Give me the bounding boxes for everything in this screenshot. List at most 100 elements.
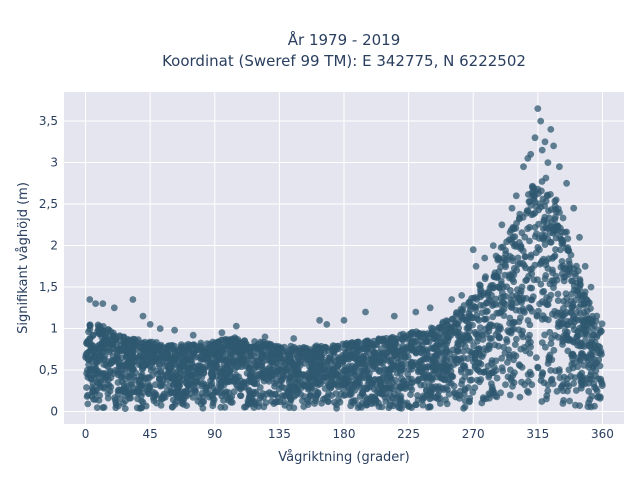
data-point xyxy=(141,338,149,346)
data-point xyxy=(333,401,340,409)
data-point xyxy=(547,340,555,347)
data-point xyxy=(279,362,287,370)
data-point xyxy=(157,367,165,375)
data-point xyxy=(408,378,416,386)
data-point xyxy=(523,207,531,214)
data-point xyxy=(594,393,601,401)
data-point xyxy=(256,384,264,391)
data-point xyxy=(247,374,254,382)
data-point xyxy=(143,353,151,361)
data-point xyxy=(526,237,533,245)
data-point xyxy=(541,138,549,146)
data-point xyxy=(342,351,350,359)
data-point xyxy=(486,394,493,402)
data-point xyxy=(84,391,92,399)
data-point xyxy=(356,402,364,410)
data-point xyxy=(379,374,387,381)
data-point xyxy=(521,253,529,261)
data-point xyxy=(100,385,108,392)
data-point xyxy=(290,361,298,369)
data-point xyxy=(377,388,385,395)
data-point xyxy=(578,382,585,389)
data-point xyxy=(200,380,208,388)
data-point xyxy=(534,105,542,112)
data-point xyxy=(465,315,473,323)
data-point xyxy=(328,382,335,389)
data-point xyxy=(163,349,171,357)
data-point xyxy=(381,337,389,345)
data-point xyxy=(519,259,527,267)
data-point xyxy=(184,343,191,351)
data-point xyxy=(520,163,527,171)
data-point xyxy=(157,341,165,349)
data-point xyxy=(259,350,266,358)
data-point xyxy=(507,236,515,243)
data-point xyxy=(415,330,423,338)
data-point xyxy=(158,393,166,401)
data-point xyxy=(498,364,506,372)
data-point xyxy=(575,354,582,362)
data-point xyxy=(516,393,524,401)
data-point xyxy=(105,376,112,383)
data-point xyxy=(149,338,156,346)
data-point xyxy=(452,328,460,335)
data-point xyxy=(96,392,104,399)
data-point xyxy=(573,309,580,316)
data-point xyxy=(421,394,428,401)
data-point xyxy=(481,345,488,352)
data-point xyxy=(207,370,215,378)
data-point xyxy=(356,343,363,351)
x-tick-label: 225 xyxy=(397,427,420,441)
data-point xyxy=(496,284,504,292)
data-point xyxy=(477,324,484,332)
data-point xyxy=(465,334,473,342)
data-point xyxy=(568,290,575,298)
data-point xyxy=(273,351,280,359)
data-point xyxy=(271,379,279,387)
data-point xyxy=(534,364,542,372)
x-tick-label: 90 xyxy=(207,427,222,441)
data-point xyxy=(466,306,474,314)
data-point xyxy=(202,390,210,397)
data-point xyxy=(576,371,584,379)
data-point xyxy=(84,400,92,408)
data-point xyxy=(534,244,542,251)
data-point xyxy=(101,355,108,363)
data-point xyxy=(480,395,487,403)
data-point xyxy=(585,387,593,395)
data-point xyxy=(216,351,224,358)
data-point xyxy=(250,388,257,396)
data-point xyxy=(209,384,217,392)
data-point xyxy=(492,295,500,303)
data-point xyxy=(325,363,332,371)
data-point xyxy=(218,379,226,387)
data-point xyxy=(543,294,550,301)
data-point xyxy=(319,359,327,366)
data-point xyxy=(477,301,484,309)
data-point xyxy=(586,375,594,383)
data-point xyxy=(564,321,571,329)
data-point xyxy=(451,390,459,397)
data-point xyxy=(444,326,452,333)
data-point xyxy=(138,381,146,389)
data-point xyxy=(240,357,248,365)
data-point xyxy=(495,333,503,341)
data-point xyxy=(522,347,530,355)
data-point xyxy=(573,333,581,340)
data-point xyxy=(468,348,475,356)
data-point xyxy=(507,296,515,304)
data-point xyxy=(85,328,92,336)
data-point xyxy=(156,325,164,332)
data-point xyxy=(424,403,432,411)
data-point xyxy=(539,369,546,376)
data-point xyxy=(525,198,533,206)
data-point xyxy=(588,392,596,400)
data-point xyxy=(340,316,348,324)
data-point xyxy=(278,355,286,363)
data-point xyxy=(100,404,108,411)
data-point xyxy=(83,384,90,391)
data-point xyxy=(551,252,559,260)
data-point xyxy=(489,386,497,394)
x-tick-label: 45 xyxy=(143,427,158,441)
data-point xyxy=(565,382,573,390)
